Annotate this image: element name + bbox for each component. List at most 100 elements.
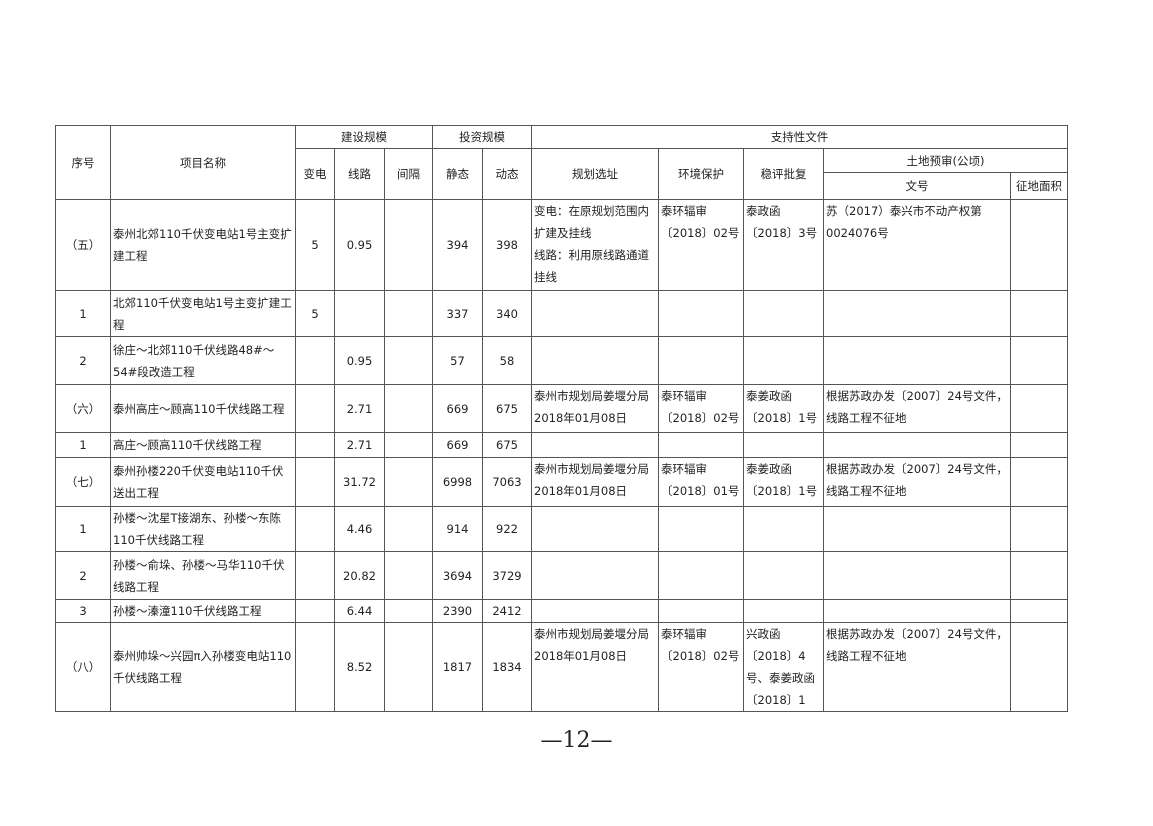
table-cell [743,551,824,600]
table-cell: 1817 [432,622,483,712]
table-row: 3 孙楼～溱潼110千伏线路工程 6.44 2390 2412 [55,599,1068,623]
table-cell: 914 [432,506,483,552]
table-cell: 669 [432,432,483,458]
table-cell [1010,457,1068,507]
table-cell [531,506,659,552]
table-cell: 孙楼～沈星T接湖东、孙楼～东陈110千伏线路工程 [110,506,296,552]
table-cell: 2 [55,336,111,385]
table-cell [384,432,433,458]
table-cell: 2390 [432,599,483,623]
table-cell [658,290,744,337]
table-cell: （八） [55,622,111,712]
table-cell: 泰政函〔2018〕3号 [743,199,824,291]
table-cell [384,199,433,291]
table-cell [658,599,744,623]
table-cell [823,290,1011,337]
table-cell [384,622,433,712]
table-row: 1 北郊110千伏变电站1号主变扩建工程 5 337 340 [55,290,1068,337]
table-cell [295,622,335,712]
table-cell: 泰环辐审〔2018〕02号 [658,199,744,291]
table-cell [295,457,335,507]
table-cell: 泰姜政函〔2018〕1号 [743,457,824,507]
table-cell: 675 [482,432,532,458]
table-cell: 3729 [482,551,532,600]
table-cell [531,432,659,458]
table-cell [743,506,824,552]
table-cell: 57 [432,336,483,385]
table-cell: 泰州市规划局姜堰分局2018年01月08日 [531,622,659,712]
table-cell: 泰姜政函〔2018〕1号 [743,384,824,433]
table-cell: 泰环辐审〔2018〕01号 [658,457,744,507]
header-cell: 建设规模 [295,125,433,149]
table-cell: 孙楼～俞垛、孙楼～马华110千伏线路工程 [110,551,296,600]
table-body: （五） 泰州北郊110千伏变电站1号主变扩建工程 5 0.95 394 398 变电：在原规… [55,199,1068,712]
table-cell [295,506,335,552]
table-cell [531,599,659,623]
table-cell: 1 [55,432,111,458]
table-cell [823,506,1011,552]
table-cell: 337 [432,290,483,337]
table-cell: 0.95 [334,336,385,385]
table-cell: 340 [482,290,532,337]
header-cell: 支持性文件 [531,125,1068,149]
table-cell [1010,199,1068,291]
table-cell: 20.82 [334,551,385,600]
header-cell: 征地面积 [1010,172,1068,200]
page-number: —12— [540,728,613,753]
table-cell: 2.71 [334,432,385,458]
table-cell [1010,551,1068,600]
table-cell: 2412 [482,599,532,623]
table-cell [531,290,659,337]
table-cell: 3 [55,599,111,623]
project-table: 序号 项目名称 建设规模 投资规模 支持性文件 变电 线路 间隔 静态 动态 规… [55,125,1068,712]
table-cell: 根据苏政办发〔2007〕24号文件，线路工程不征地 [823,622,1011,712]
header-cell: 静态 [432,148,483,200]
table-cell: 669 [432,384,483,433]
table-cell: 兴政函〔2018〕4号、泰姜政函〔2018〕1 [743,622,824,712]
table-row: 1 孙楼～沈星T接湖东、孙楼～东陈110千伏线路工程 4.46 914 922 [55,506,1068,552]
header-cell: 线路 [334,148,385,200]
table-cell [384,506,433,552]
table-cell: 根据苏政办发〔2007〕24号文件，线路工程不征地 [823,457,1011,507]
table-cell [384,290,433,337]
table-cell: 58 [482,336,532,385]
table-cell: 675 [482,384,532,433]
table-cell: 0.95 [334,199,385,291]
table-cell: （七） [55,457,111,507]
header-cell: 变电 [295,148,335,200]
table-cell [658,551,744,600]
table-cell: 2 [55,551,111,600]
header-cell: 文号 [823,172,1011,200]
table-cell: 4.46 [334,506,385,552]
table-cell: 5 [295,290,335,337]
table-cell [384,457,433,507]
table-cell: 泰环辐审〔2018〕02号 [658,622,744,712]
table-row: 2 孙楼～俞垛、孙楼～马华110千伏线路工程 20.82 3694 3729 [55,551,1068,600]
table-cell [743,432,824,458]
table-cell: 徐庄～北郊110千伏线路48#～54#段改造工程 [110,336,296,385]
header-cell: 规划选址 [531,148,659,200]
table-cell: 2.71 [334,384,385,433]
header-cell: 投资规模 [432,125,532,149]
table-row: 2 徐庄～北郊110千伏线路48#～54#段改造工程 0.95 57 58 [55,336,1068,385]
table-row: （六） 泰州高庄～顾高110千伏线路工程 2.71 669 675 泰州市规划局姜堰分局2… [55,384,1068,433]
header-cell: 序号 [55,125,111,200]
table-cell: 7063 [482,457,532,507]
table-cell [743,290,824,337]
table-cell: 3694 [432,551,483,600]
table-cell [1010,384,1068,433]
table-cell [743,599,824,623]
table-cell [1010,290,1068,337]
table-cell [295,384,335,433]
table-cell [295,432,335,458]
table-cell: 31.72 [334,457,385,507]
table-row: （五） 泰州北郊110千伏变电站1号主变扩建工程 5 0.95 394 398 变电：在原规… [55,199,1068,291]
table-cell: 1834 [482,622,532,712]
header-cell: 间隔 [384,148,433,200]
table-cell [823,432,1011,458]
table-cell: 1 [55,290,111,337]
table-cell: （六） [55,384,111,433]
table-cell [1010,506,1068,552]
table-cell [658,506,744,552]
table-cell: 1 [55,506,111,552]
